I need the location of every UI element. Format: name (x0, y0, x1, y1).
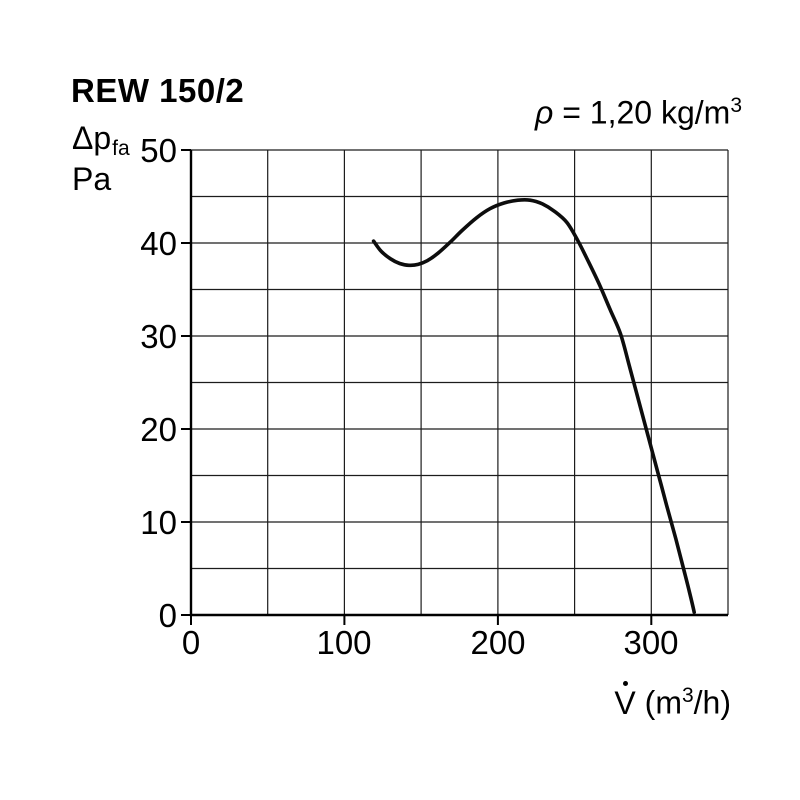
v-dot-icon (623, 680, 629, 686)
x-tick-label-0: 0 (181, 624, 201, 661)
x-axis-exponent: 3 (681, 684, 694, 707)
density-annotation: ρ = 1,20 kg/m3 (535, 94, 742, 132)
y-axis-subscript: fa (112, 137, 130, 160)
y-tick-label-10: 10 (140, 504, 177, 541)
y-tick-label-50: 50 (140, 132, 177, 169)
gridlines (190, 149, 729, 616)
x-tick-label-100: 100 (316, 624, 372, 661)
density-exponent: 3 (730, 94, 742, 117)
axes (189, 150, 728, 617)
y-axis-unit: Pa (72, 161, 112, 197)
axis-tick-marks (181, 149, 653, 625)
rho-symbol: ρ (535, 94, 554, 131)
density-value: = 1,20 kg/m (553, 94, 731, 131)
x-axis-label: V (m3/h) (614, 680, 731, 722)
y-tick-label-20: 20 (140, 411, 177, 448)
y-tick-label-40: 40 (140, 225, 177, 262)
page-title: REW 150/2 (71, 72, 245, 109)
x-tick-label-300: 300 (623, 624, 679, 661)
y-tick-label-0: 0 (158, 597, 177, 634)
y-tick-label-30: 30 (140, 318, 177, 355)
flow-variable: V (614, 680, 636, 722)
y-axis-quantity: Δpfa (72, 120, 130, 160)
fan-pressure-curve (371, 198, 696, 614)
y-axis-label: Δpfa Pa (72, 120, 130, 197)
x-tick-label-200: 200 (470, 624, 526, 661)
